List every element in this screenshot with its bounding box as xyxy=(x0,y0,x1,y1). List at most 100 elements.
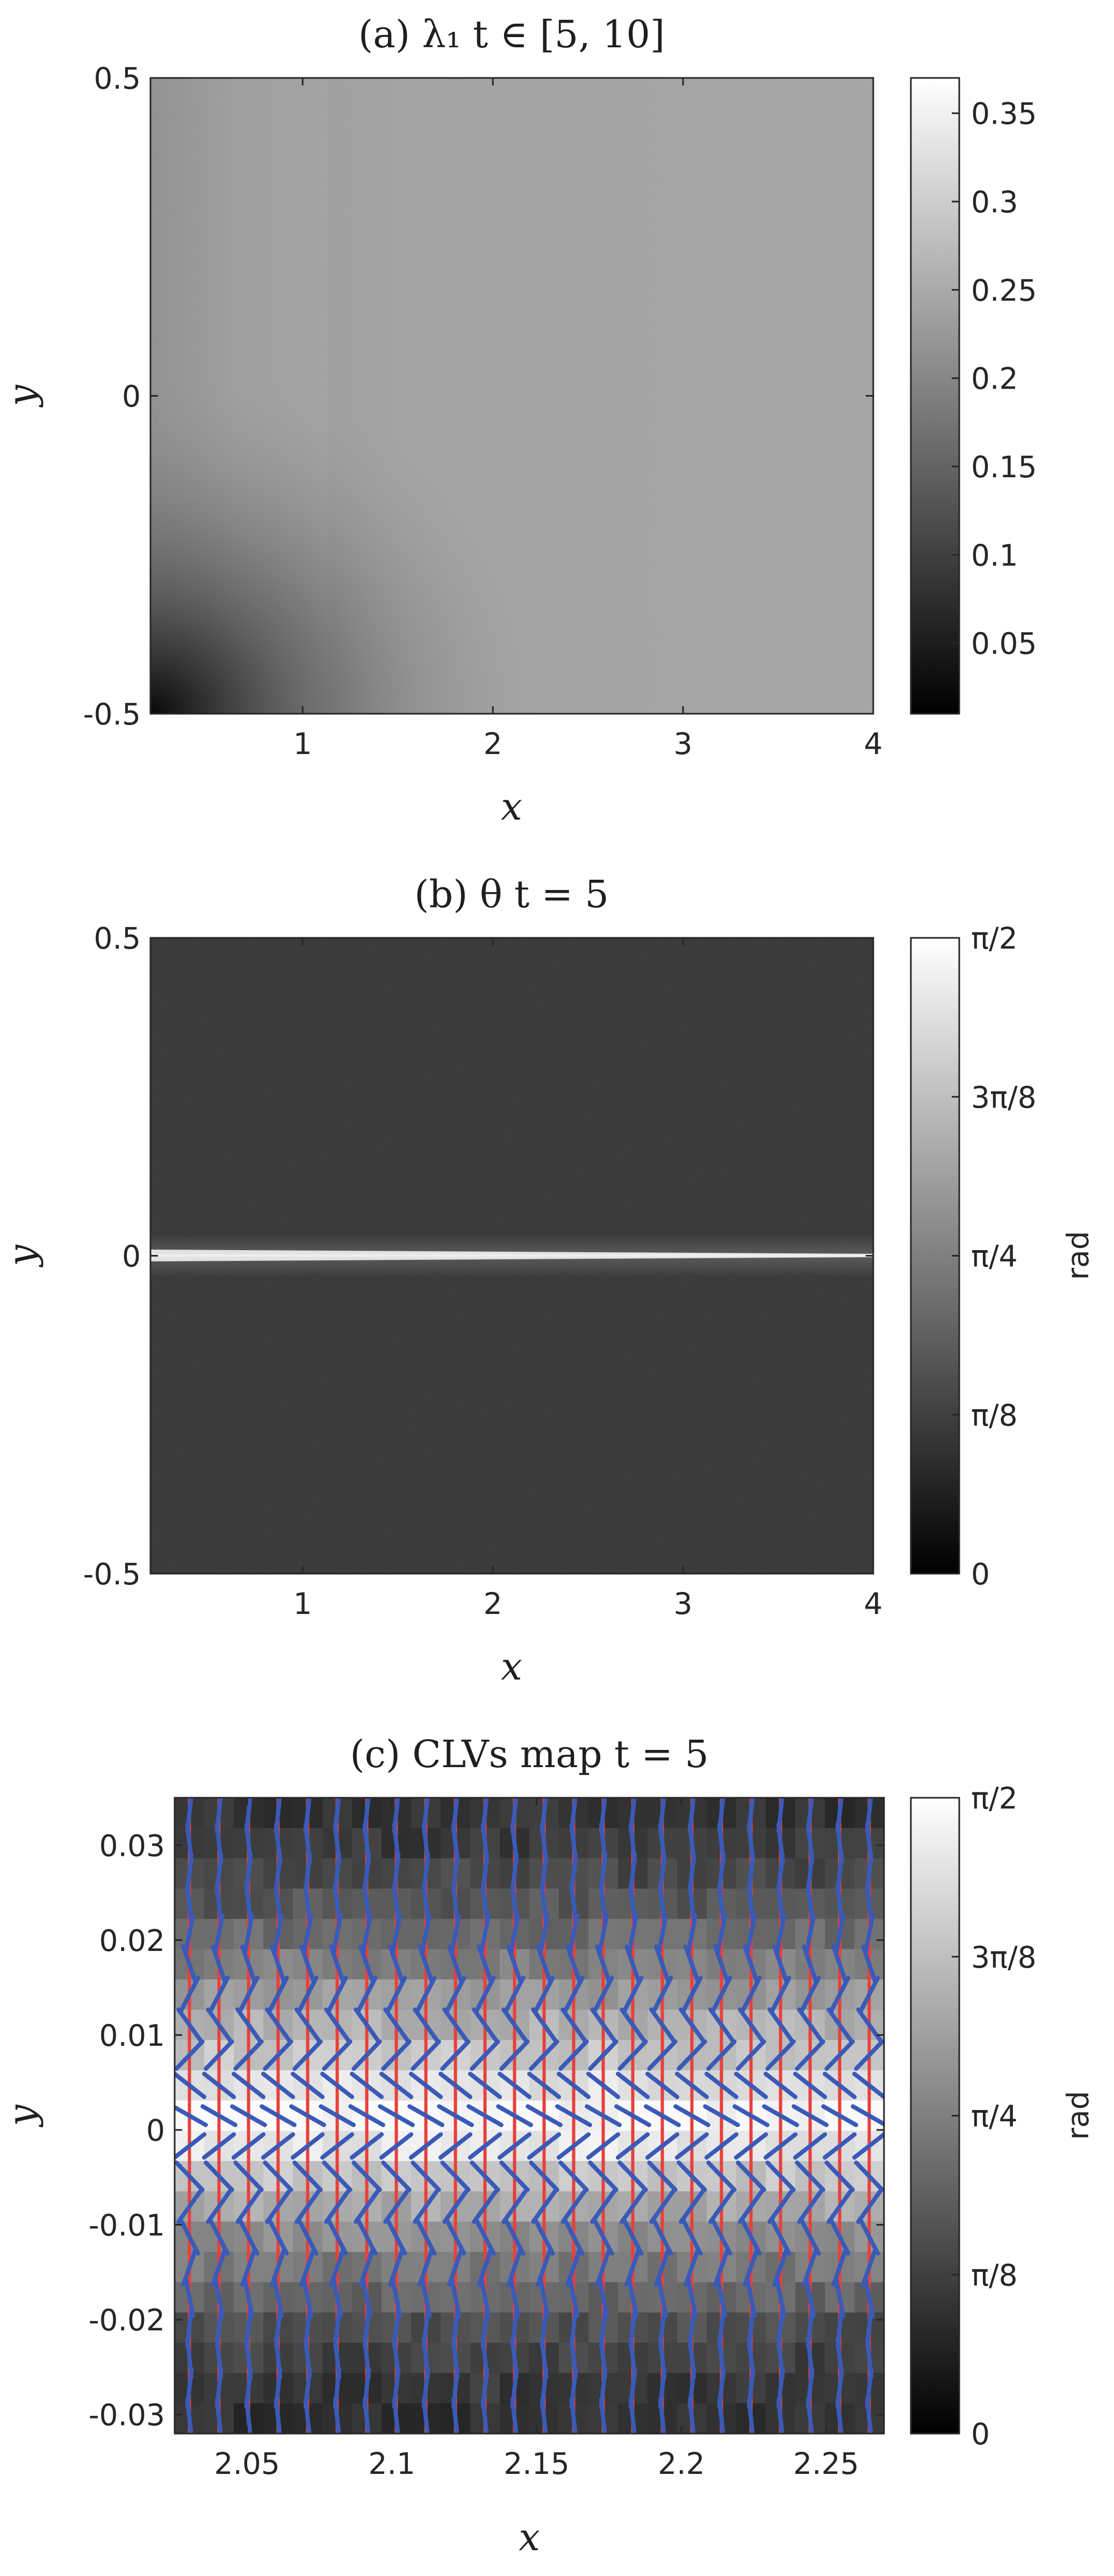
clv-blue-vector xyxy=(854,2039,884,2071)
clv-blue-vector xyxy=(438,2071,473,2099)
clv-blue-vector xyxy=(175,2071,207,2099)
clv-blue-vector xyxy=(477,1944,493,1984)
clv-blue-vector xyxy=(379,2071,414,2099)
clv-blue-vector xyxy=(686,1913,698,1955)
clv-blue-vector xyxy=(385,1976,407,2014)
clv-blue-vector xyxy=(563,1976,585,2014)
clv-blue-vector xyxy=(204,2160,234,2192)
clv-blue-vector xyxy=(449,1913,462,1955)
panel-a: (a) λ₁ t ∈ [5, 10] 1 2 3 4 0.5 0 -0.5 x y 0.3… xyxy=(0,12,1037,829)
clv-blue-vector xyxy=(624,1944,641,1984)
clv-blue-vector xyxy=(411,2160,441,2192)
clv-blue-vector xyxy=(527,2132,562,2160)
clv-blue-vector xyxy=(272,1913,284,1955)
clv-blue-vector xyxy=(470,2039,500,2071)
clv-blue-vector xyxy=(290,2132,325,2160)
clv-blue-vector xyxy=(440,2039,471,2071)
colorbar-tick-label: π/8 xyxy=(971,2258,1018,2292)
clv-blue-vector xyxy=(265,2007,291,2042)
clv-blue-vector xyxy=(411,2039,441,2071)
clv-blue-vector xyxy=(529,2039,559,2071)
clv-blue-vector xyxy=(504,1976,526,2014)
panel-b-colorbar-label: rad xyxy=(1061,1231,1095,1280)
clv-blue-vector xyxy=(408,2132,443,2160)
clv-blue-vector xyxy=(466,2104,504,2127)
y-tick-label: -0.02 xyxy=(89,2303,165,2337)
clv-blue-vector xyxy=(261,2071,296,2099)
clv-blue-vector xyxy=(555,2104,592,2127)
clv-blue-vector xyxy=(863,1913,875,1955)
clv-blue-vector xyxy=(181,1944,198,1984)
panel-a-dark-corner xyxy=(150,78,873,714)
clv-blue-vector xyxy=(821,2104,858,2127)
clv-blue-vector xyxy=(852,2071,884,2099)
panel-c-y-ticks: 0.03 0.02 0.01 0 -0.01 -0.02 -0.03 xyxy=(89,1828,884,2433)
clv-blue-vector xyxy=(793,2071,828,2099)
clv-blue-vector xyxy=(835,2398,844,2434)
clv-blue-vector xyxy=(797,2007,823,2042)
clv-blue-vector xyxy=(230,2104,267,2127)
clv-blue-vector xyxy=(829,1976,851,2014)
clv-blue-vector xyxy=(558,2160,589,2192)
clv-blue-vector xyxy=(767,2189,794,2224)
clv-blue-vector xyxy=(713,1944,730,1984)
panel-b-plot xyxy=(150,938,873,1574)
clv-blue-vector xyxy=(679,2007,705,2042)
clv-blue-vector xyxy=(421,2398,430,2434)
clv-blue-vector xyxy=(567,1913,580,1955)
clv-blue-vector xyxy=(681,1976,703,2014)
clv-blue-vector xyxy=(732,2104,770,2127)
colorbar-tick-label: 0 xyxy=(971,2417,990,2451)
clv-blue-vector xyxy=(349,2071,384,2099)
clv-blue-vector xyxy=(615,2132,650,2160)
clv-blue-vector xyxy=(851,2104,884,2127)
clv-blue-vector xyxy=(175,2132,207,2160)
clv-blue-vector xyxy=(645,2071,680,2099)
panel-b-title: (b) θ t = 5 xyxy=(414,872,609,916)
clv-blue-vector xyxy=(802,1944,818,1984)
panel-c-colorbar: π/2 3π/8 π/4 π/8 0 rad xyxy=(910,1781,1095,2451)
colorbar-tick-label: 0.25 xyxy=(971,273,1037,307)
clv-blue-vector xyxy=(536,1944,552,1984)
y-tick-label: -0.01 xyxy=(89,2208,165,2243)
clv-blue-vector xyxy=(745,1913,757,1955)
panel-c-colorbar-label: rad xyxy=(1061,2091,1095,2140)
clv-blue-vector xyxy=(470,2160,500,2192)
clv-blue-vector xyxy=(804,1913,816,1955)
clv-blue-vector xyxy=(233,2160,264,2192)
colorbar-tick-label: π/2 xyxy=(971,921,1018,956)
clv-blue-vector xyxy=(740,1976,762,2014)
clv-blue-vector xyxy=(178,1976,200,2014)
clv-blue-vector xyxy=(442,2189,469,2224)
panel-a-x-ticks: 1 2 3 4 xyxy=(293,78,883,761)
x-tick-label: 2.05 xyxy=(214,2446,279,2481)
clv-blue-vector xyxy=(333,2398,341,2434)
panel-c-axes-box xyxy=(174,1797,885,2435)
x-tick-label: 4 xyxy=(864,727,883,761)
clv-blue-vector xyxy=(822,2132,857,2160)
clv-blue-vector xyxy=(865,2398,873,2434)
clv-blue-vector xyxy=(585,2104,622,2127)
colorbar-tick-label: π/4 xyxy=(971,2099,1018,2134)
clv-blue-vector xyxy=(213,1913,225,1955)
clv-blue-vector xyxy=(265,2189,291,2224)
clv-blue-vector xyxy=(420,1913,432,1955)
clv-blue-vector xyxy=(349,2132,384,2160)
clv-blue-vector xyxy=(673,2104,710,2127)
colorbar-tick-label: 0.3 xyxy=(971,185,1018,219)
clv-blue-vector xyxy=(704,2132,739,2160)
clv-blue-vector xyxy=(292,2039,323,2071)
clv-blue-vector xyxy=(560,2189,587,2224)
clv-blue-vector xyxy=(684,1944,700,1984)
panel-a-colorbar: 0.35 0.3 0.25 0.2 0.15 0.1 0.05 xyxy=(910,77,1037,715)
clv-blue-vector xyxy=(674,2132,709,2160)
clv-blue-vector xyxy=(267,1976,289,2014)
clv-blue-vector xyxy=(292,2160,323,2192)
panel-b: (b) θ t = 5 1 2 3 4 0.5 0 -0.5 x y π/2 3π/8 π/4… xyxy=(0,872,1095,1689)
clv-blue-vector xyxy=(586,2071,621,2099)
clv-blue-vector xyxy=(356,1976,378,2014)
clv-blue-vector xyxy=(706,2039,737,2071)
clv-blue-vector xyxy=(644,2104,681,2127)
colorbar-tick-label: 0 xyxy=(971,1557,990,1591)
